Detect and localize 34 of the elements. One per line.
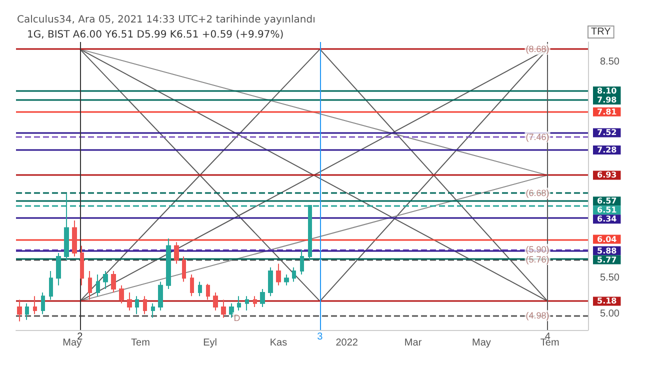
y-tick-label: 5.00 bbox=[600, 308, 620, 320]
ref-line-label: 8.10 bbox=[597, 86, 618, 96]
ref-line-label: 6.93 bbox=[597, 170, 617, 180]
x-tick-label: Eyl bbox=[203, 338, 217, 348]
annotation: (4.98) bbox=[526, 310, 550, 321]
ref-line-label: 6.57 bbox=[597, 196, 617, 206]
annotation: (6.68) bbox=[526, 188, 550, 198]
ref-line-label: 5.88 bbox=[597, 246, 618, 256]
ref-line-label: 7.52 bbox=[597, 128, 617, 138]
ref-line-label: 7.28 bbox=[597, 146, 618, 154]
ref-line-label: 6.51 bbox=[597, 206, 618, 215]
ref-line-label: 7.81 bbox=[597, 107, 618, 116]
ref-line-label: 7.98 bbox=[597, 95, 618, 104]
ref-line-label: 6.34 bbox=[597, 214, 618, 224]
y-axis-title: TRY bbox=[591, 26, 612, 38]
chart-subtitle: 1G, BIST A6.00 Y6.51 D5.99 K6.51 +0.59 (+9.97%) bbox=[27, 30, 284, 40]
ref-line-label: 6.04 bbox=[597, 234, 618, 244]
y-tick-label: 8.50 bbox=[600, 56, 620, 68]
x-tick-label: Tem bbox=[131, 338, 150, 348]
annotation: D bbox=[234, 312, 241, 323]
annotation: (7.46) bbox=[526, 132, 550, 142]
chart-title: Calculus34, Ara 05, 2021 14:33 UTC+2 tarihinde yayınlandı bbox=[17, 14, 316, 26]
x-tick-label: Kas bbox=[270, 338, 288, 348]
x-tick-label: May bbox=[472, 338, 491, 348]
x-tick-label: Mar bbox=[404, 338, 422, 348]
y-tick-label: 5.50 bbox=[600, 272, 620, 284]
annotation: (8.68) bbox=[526, 44, 550, 54]
x-tick-label: May bbox=[62, 338, 82, 348]
ref-line-label: 5.18 bbox=[597, 296, 618, 306]
ref-line-label: 3 bbox=[317, 332, 324, 342]
annotation: (5.76) bbox=[526, 254, 550, 264]
ref-line-label: 5.77 bbox=[597, 255, 617, 264]
x-tick-label: 2022 bbox=[336, 338, 358, 348]
annotation: (5.90) bbox=[526, 244, 550, 254]
